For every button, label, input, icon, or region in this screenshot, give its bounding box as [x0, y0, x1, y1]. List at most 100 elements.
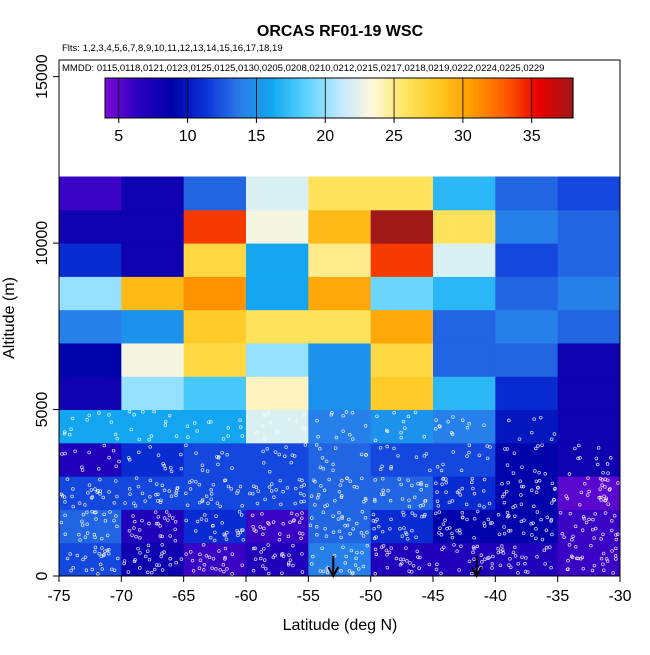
track-point: [574, 556, 579, 561]
track-point: [239, 513, 244, 517]
track-point: [63, 430, 67, 434]
colorbar-segment: [214, 78, 218, 118]
track-point: [583, 482, 587, 486]
track-point: [502, 492, 507, 496]
track-point: [596, 446, 601, 450]
track-point: [115, 436, 120, 441]
track-point: [359, 531, 364, 535]
track-point: [415, 549, 420, 554]
colorbar-segment: [476, 78, 480, 118]
track-point: [258, 525, 262, 529]
track-point: [273, 553, 277, 558]
track-point: [410, 511, 415, 515]
track-point: [223, 478, 228, 483]
track-point: [416, 481, 420, 486]
heatmap-cell: [433, 509, 496, 544]
heatmap-cell: [59, 376, 122, 411]
track-point: [465, 517, 469, 522]
track-point: [502, 531, 507, 536]
track-point: [406, 414, 411, 419]
track-point: [439, 571, 443, 576]
track-point: [65, 477, 70, 481]
track-point: [419, 481, 423, 485]
colorbar-segment: [554, 78, 558, 118]
track-point: [189, 550, 193, 554]
track-point: [409, 570, 414, 574]
track-point: [519, 502, 524, 506]
track-point: [586, 476, 590, 480]
track-point: [96, 572, 100, 576]
track-point: [502, 525, 506, 529]
colorbar-segment: [289, 78, 293, 118]
track-point: [295, 513, 299, 517]
track-point: [63, 500, 67, 504]
track-point: [605, 462, 610, 466]
track-point: [300, 478, 304, 483]
track-point: [209, 497, 213, 501]
track-point: [417, 566, 421, 570]
track-point: [446, 419, 450, 424]
track-point: [600, 483, 604, 487]
track-point: [339, 568, 343, 573]
track-point: [373, 478, 377, 482]
track-point: [410, 528, 414, 533]
colorbar-segment: [154, 78, 159, 118]
track-point: [433, 427, 438, 431]
track-point: [188, 487, 193, 491]
track-point: [293, 501, 297, 506]
colorbar-segment: [229, 78, 234, 118]
track-point: [616, 481, 620, 485]
colorbar-segment: [164, 78, 168, 118]
track-point: [428, 468, 432, 473]
track-point: [589, 543, 593, 548]
track-point: [89, 496, 94, 500]
track-point: [537, 470, 541, 475]
track-point: [553, 486, 557, 491]
track-point: [550, 532, 554, 537]
track-point: [501, 551, 506, 555]
track-point: [565, 496, 570, 501]
track-point: [419, 482, 423, 487]
heatmap-cell: [183, 442, 247, 477]
track-point: [599, 498, 603, 502]
track-point: [460, 418, 465, 422]
track-point: [240, 434, 245, 438]
track-point: [469, 571, 474, 576]
track-point: [80, 465, 84, 469]
track-point: [204, 518, 209, 522]
colorbar-segment: [161, 78, 165, 118]
colorbar-segment: [507, 78, 512, 118]
track-point: [69, 427, 73, 431]
track-point: [168, 534, 172, 538]
track-point: [505, 514, 510, 519]
track-point: [216, 462, 220, 467]
colorbar-segment: [261, 78, 265, 118]
colorbar-segment: [523, 78, 527, 118]
track-point: [87, 450, 91, 455]
track-point: [134, 534, 138, 539]
track-point: [153, 510, 158, 514]
track-point: [416, 555, 420, 559]
track-point: [340, 478, 344, 483]
track-point: [381, 477, 385, 481]
colorbar-segment: [367, 78, 371, 118]
track-point: [225, 530, 229, 535]
heatmap-cell: [308, 342, 372, 377]
track-point: [269, 482, 274, 486]
track-point: [302, 412, 306, 417]
track-point: [505, 510, 510, 515]
track-point: [603, 511, 608, 515]
track-point: [85, 510, 89, 515]
track-point: [605, 559, 610, 563]
track-point: [71, 487, 75, 491]
track-point: [560, 531, 565, 536]
track-point: [457, 568, 461, 572]
track-point: [321, 510, 326, 514]
colorbar-segment: [360, 78, 365, 118]
colorbar-segment: [541, 78, 546, 118]
track-point: [373, 499, 377, 503]
track-point: [513, 554, 518, 558]
track-point: [460, 515, 465, 520]
track-point: [330, 411, 334, 415]
track-point: [89, 488, 94, 492]
